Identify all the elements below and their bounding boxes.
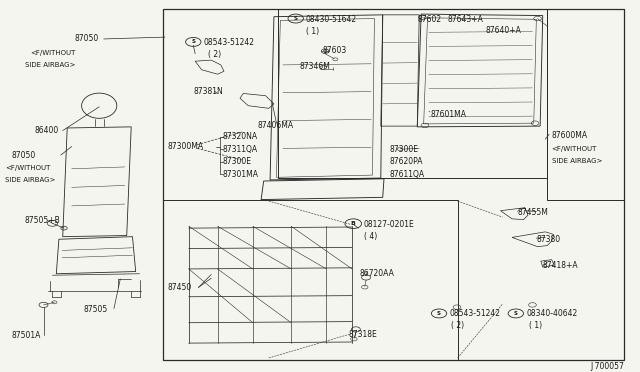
Text: ( 2): ( 2)	[451, 321, 465, 330]
Text: S: S	[437, 311, 441, 316]
Text: S: S	[514, 311, 518, 316]
Text: J 700057: J 700057	[590, 362, 624, 371]
Text: 08430-51642: 08430-51642	[306, 15, 357, 24]
Text: 08127-0201E: 08127-0201E	[364, 220, 414, 229]
Bar	[163, 9, 624, 360]
Text: 87603: 87603	[323, 46, 347, 55]
Text: ( 2): ( 2)	[208, 50, 221, 60]
Text: ( 1): ( 1)	[529, 321, 542, 330]
Text: 87418+A: 87418+A	[543, 261, 579, 270]
Text: <F/WITHOUT: <F/WITHOUT	[552, 146, 597, 152]
Text: B: B	[351, 221, 356, 226]
Text: 87600MA: 87600MA	[552, 131, 588, 140]
Text: ( 4): ( 4)	[364, 232, 377, 241]
Text: 87311QA: 87311QA	[223, 145, 258, 154]
Text: 87450: 87450	[168, 283, 192, 292]
Text: 87381N: 87381N	[193, 87, 223, 96]
Text: SIDE AIRBAG>: SIDE AIRBAG>	[25, 62, 76, 68]
Text: 87300E: 87300E	[223, 157, 252, 166]
Text: ( 1): ( 1)	[306, 27, 319, 36]
Text: 87320NA: 87320NA	[223, 132, 258, 141]
Text: 87611QA: 87611QA	[389, 170, 424, 179]
Text: 08340-40642: 08340-40642	[526, 309, 577, 318]
Text: 87640+A: 87640+A	[485, 26, 521, 35]
Text: S: S	[191, 39, 195, 44]
Text: 87455M: 87455M	[517, 208, 548, 217]
Text: 87380: 87380	[536, 235, 561, 244]
Text: SIDE AIRBAG>: SIDE AIRBAG>	[552, 158, 602, 164]
Text: 86400: 86400	[35, 126, 59, 135]
Text: 87318E: 87318E	[348, 330, 377, 339]
Bar	[163, 200, 458, 360]
Bar	[547, 9, 624, 200]
Text: 87505: 87505	[83, 305, 108, 314]
Text: 87301MA: 87301MA	[223, 170, 259, 179]
Text: 87346M: 87346M	[300, 61, 330, 71]
Text: 87050: 87050	[12, 151, 36, 160]
Text: 87620PA: 87620PA	[389, 157, 422, 166]
Text: 08543-51242: 08543-51242	[204, 38, 255, 47]
Text: SIDE AIRBAG>: SIDE AIRBAG>	[5, 177, 56, 183]
Text: 87643+A: 87643+A	[448, 15, 484, 24]
Text: 87601MA: 87601MA	[430, 110, 466, 119]
Text: 87050: 87050	[75, 35, 99, 44]
Bar	[278, 9, 547, 178]
Text: 87300E: 87300E	[389, 145, 418, 154]
Text: 87406MA: 87406MA	[257, 121, 293, 130]
Text: 87505+B: 87505+B	[24, 216, 60, 225]
Text: 87300MA: 87300MA	[168, 142, 204, 151]
Text: 86720AA: 86720AA	[360, 269, 394, 278]
Text: 87501A: 87501A	[12, 331, 41, 340]
Text: S: S	[294, 16, 298, 21]
Text: 87602: 87602	[417, 15, 442, 24]
Text: <F/WITHOUT: <F/WITHOUT	[5, 165, 51, 171]
Text: 08543-51242: 08543-51242	[449, 309, 500, 318]
Text: <F/WITHOUT: <F/WITHOUT	[30, 50, 76, 56]
